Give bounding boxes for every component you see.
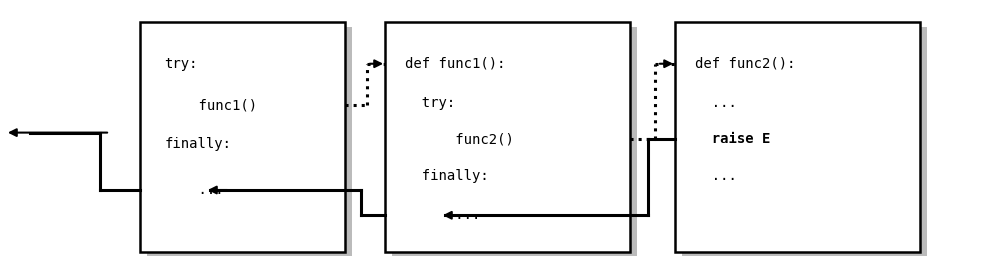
Text: ...: ... bbox=[695, 169, 736, 183]
Text: ...: ... bbox=[165, 183, 223, 197]
Text: ...: ... bbox=[695, 96, 736, 110]
Bar bbox=[392, 27, 637, 256]
Bar bbox=[385, 22, 630, 252]
Text: try:: try: bbox=[165, 57, 198, 71]
Bar bbox=[147, 27, 352, 256]
Text: ...: ... bbox=[405, 208, 480, 222]
Text: raise E: raise E bbox=[695, 132, 770, 146]
Text: func1(): func1() bbox=[165, 98, 257, 112]
Text: def func1():: def func1(): bbox=[405, 57, 505, 71]
Bar bbox=[140, 22, 345, 252]
Text: try:: try: bbox=[405, 96, 455, 110]
Text: finally:: finally: bbox=[165, 137, 232, 151]
Text: func2(): func2() bbox=[405, 132, 513, 146]
Text: def func2():: def func2(): bbox=[695, 57, 795, 71]
Text: finally:: finally: bbox=[405, 169, 488, 183]
Bar bbox=[675, 22, 920, 252]
Bar bbox=[682, 27, 927, 256]
